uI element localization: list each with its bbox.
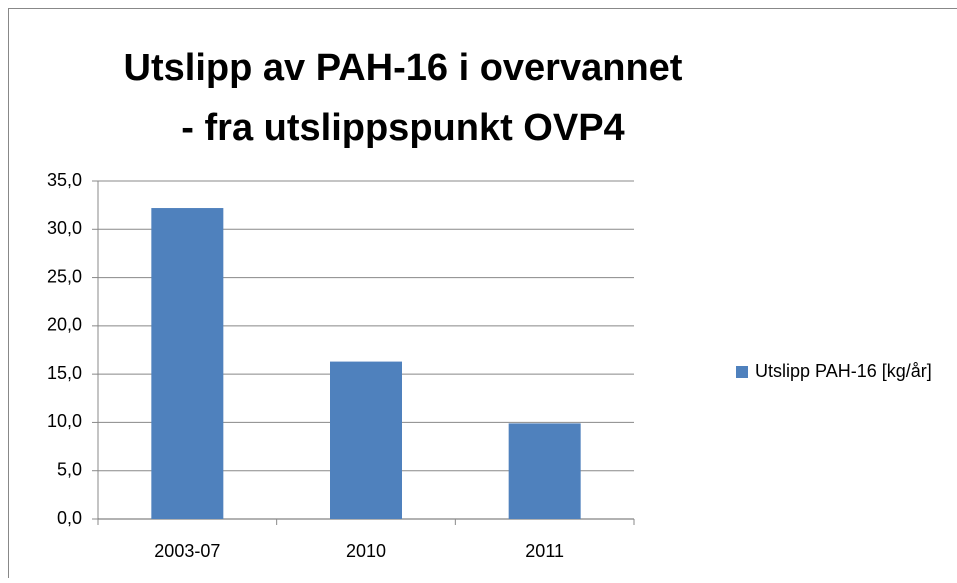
- y-tick-label: 5,0: [57, 459, 82, 479]
- y-tick-label: 35,0: [47, 170, 82, 190]
- x-tick-label: 2010: [346, 541, 386, 561]
- y-tick-label: 30,0: [47, 218, 82, 238]
- x-tick-label: 2011: [525, 541, 564, 561]
- chart-border: [9, 9, 957, 579]
- bar: [151, 208, 223, 519]
- y-tick-label: 20,0: [47, 315, 82, 335]
- legend-label: Utslipp PAH-16 [kg/år]: [755, 361, 932, 381]
- bar: [330, 362, 402, 519]
- chart-title: Utslipp av PAH-16 i overvannet: [124, 47, 683, 89]
- y-tick-label: 10,0: [47, 411, 82, 431]
- bar: [509, 423, 581, 519]
- y-tick-label: 0,0: [57, 508, 82, 528]
- y-tick-label: 25,0: [47, 266, 82, 286]
- chart-title: - fra utslippspunkt OVP4: [181, 107, 624, 149]
- y-tick-label: 15,0: [47, 363, 82, 383]
- x-tick-label: 2003-07: [154, 541, 220, 561]
- legend-swatch: [736, 366, 748, 378]
